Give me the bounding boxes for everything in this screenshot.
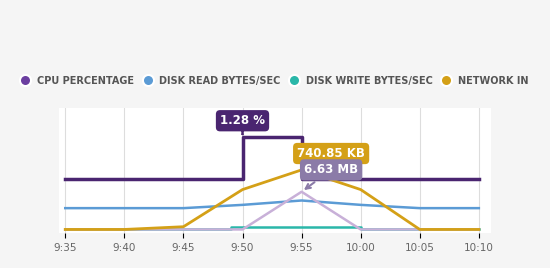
Text: 1.28 %: 1.28 % — [220, 114, 265, 134]
Text: 6.63 MB: 6.63 MB — [304, 163, 358, 189]
Legend: CPU PERCENTAGE, DISK READ BYTES/SEC, DISK WRITE BYTES/SEC, NETWORK IN: CPU PERCENTAGE, DISK READ BYTES/SEC, DIS… — [18, 72, 532, 90]
Text: 740.85 KB: 740.85 KB — [297, 147, 365, 168]
